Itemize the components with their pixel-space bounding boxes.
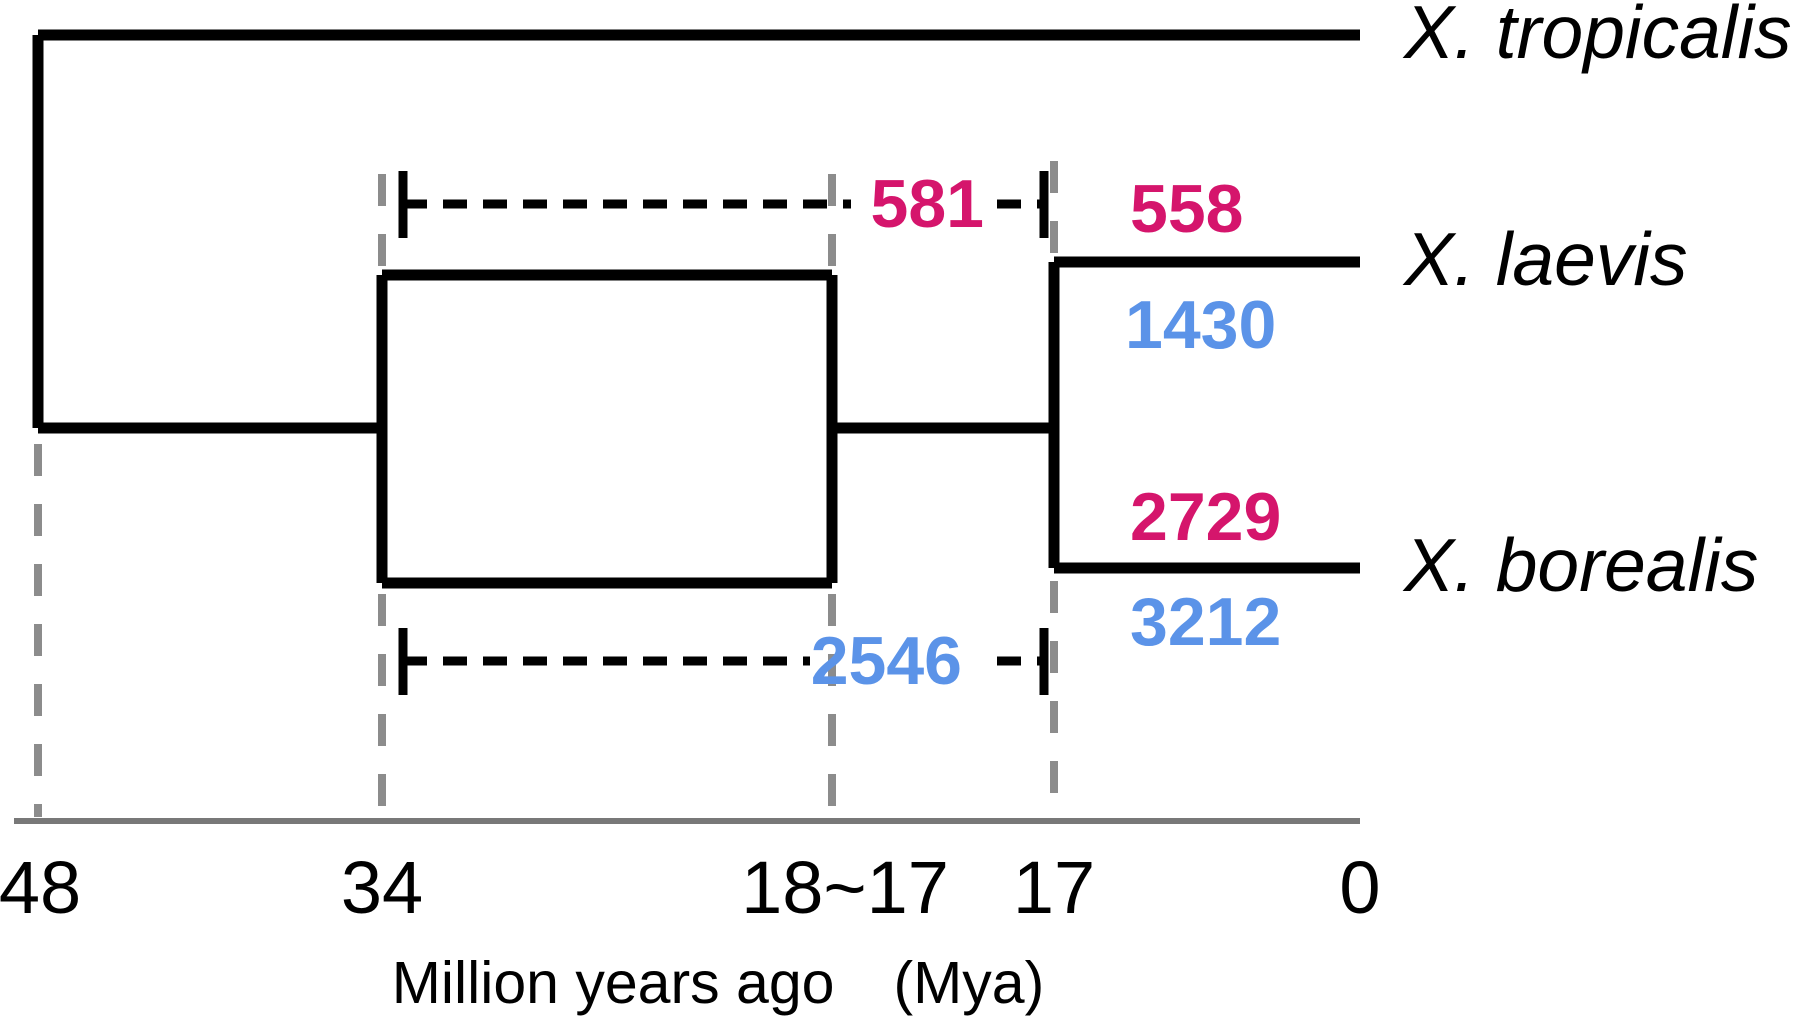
svg-text:2729: 2729 [1130, 479, 1281, 555]
svg-text:18~17: 18~17 [741, 846, 949, 929]
svg-text:Million years ago (Mya): Million years ago (Mya) [392, 950, 1044, 1016]
svg-text:X. borealis: X. borealis [1402, 523, 1758, 607]
svg-text:3212: 3212 [1130, 584, 1281, 660]
svg-text:17: 17 [1013, 846, 1095, 929]
svg-text:558: 558 [1130, 171, 1243, 247]
svg-text:0: 0 [1339, 846, 1380, 929]
svg-text:X. tropicalis: X. tropicalis [1402, 0, 1792, 74]
svg-text:X. laevis: X. laevis [1402, 217, 1687, 301]
svg-text:581: 581 [871, 166, 984, 242]
svg-text:34: 34 [341, 846, 423, 929]
svg-text:48: 48 [0, 846, 81, 929]
svg-text:1430: 1430 [1125, 287, 1276, 363]
svg-text:2546: 2546 [811, 623, 962, 699]
